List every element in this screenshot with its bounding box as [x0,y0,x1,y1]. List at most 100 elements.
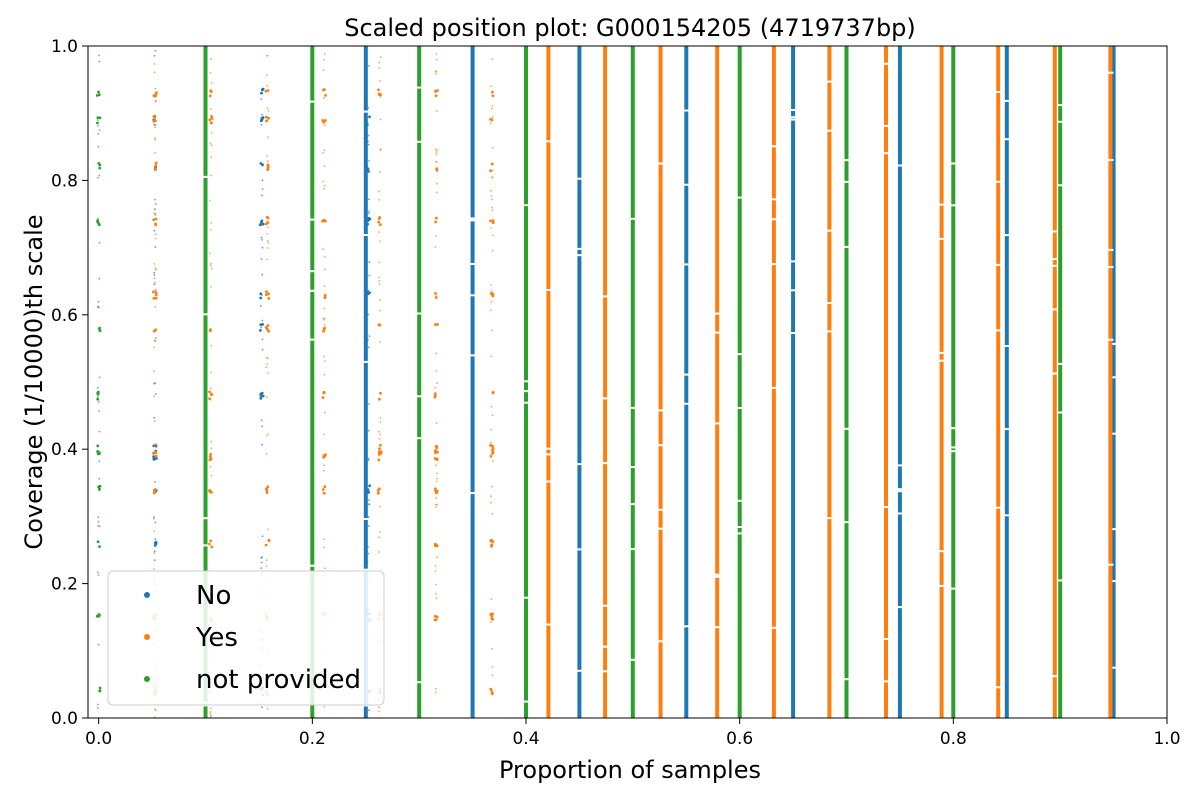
column-gap [309,564,316,567]
data-point [264,89,268,93]
data-point [491,290,493,292]
column-gap [545,623,552,626]
column-gap [1107,338,1114,341]
data-point [367,552,370,555]
data-point [261,294,263,296]
data-point [154,203,157,205]
column-gap [469,492,476,495]
x-tick-label: 0.8 [940,729,967,749]
column-gap [602,604,609,607]
data-point [210,267,213,270]
data-point [209,71,212,74]
series-2-column-7 [951,46,956,718]
data-point [260,326,263,329]
column-gap [469,217,476,220]
column-gap [657,409,664,412]
legend-marker [144,676,150,682]
column-gap [843,180,850,183]
data-point [261,221,263,223]
data-point [261,179,264,182]
data-point [260,124,263,126]
column-gap [938,351,945,354]
data-point [266,163,270,167]
data-point [367,429,370,432]
series-0-column-3 [684,46,689,718]
data-point [153,63,156,65]
column-gap [545,447,552,450]
y-tick-label: 0.8 [51,171,78,191]
data-point [96,540,100,544]
data-point [265,565,268,568]
column-gap [843,521,850,524]
data-point [267,297,271,300]
data-point [379,309,381,312]
data-point [210,82,213,84]
data-point [265,491,269,494]
data-point [322,469,325,472]
data-point [154,289,157,291]
column-gap [629,217,636,220]
data-point [265,435,268,437]
data-point [324,567,326,570]
data-point [154,709,157,712]
data-point [378,283,381,285]
data-point [266,74,268,77]
data-point [96,397,100,401]
data-point [367,291,370,293]
data-point [435,506,437,508]
column-gap [770,626,777,629]
data-point [434,542,437,546]
column-gap [602,295,609,298]
column-gap [1057,411,1064,414]
data-point [435,191,438,194]
data-point [266,528,269,531]
data-point [434,94,438,98]
column-gap [1110,432,1117,435]
data-point [491,447,495,450]
data-point [491,146,494,149]
x-tick-label: 1.0 [1153,729,1180,749]
column-gap [950,446,957,449]
data-point [266,84,269,87]
series-1-column-6 [884,46,888,718]
data-point [322,390,326,394]
data-point [323,58,326,61]
column-gap [770,263,777,266]
data-point [322,329,325,333]
column-gap [1107,71,1114,74]
data-point [153,395,156,398]
data-point [153,552,156,554]
column-gap [1051,675,1058,678]
data-point [261,164,264,167]
data-point [435,110,438,112]
column-gap [826,80,833,83]
data-point [434,489,437,493]
data-point [379,118,382,121]
column-gap [790,116,797,119]
data-point [490,501,492,504]
data-point [323,285,326,287]
data-point [209,490,213,494]
data-point [154,293,158,297]
data-point [260,419,263,422]
data-point [261,348,264,351]
x-tick-label: 0.0 [85,729,112,749]
data-point [435,497,437,499]
data-point [377,88,380,92]
data-point [323,165,326,168]
data-point [435,216,438,220]
data-point [322,456,325,459]
data-point [266,247,269,249]
data-point [435,72,437,75]
data-point [321,119,325,122]
data-point [367,106,370,109]
data-point [210,144,213,147]
data-point [491,666,494,668]
data-point [491,198,493,201]
data-point [324,256,326,258]
data-point [98,166,102,170]
data-point [490,692,494,696]
data-point [490,355,493,358]
data-point [490,543,494,547]
column-gap [896,488,903,491]
